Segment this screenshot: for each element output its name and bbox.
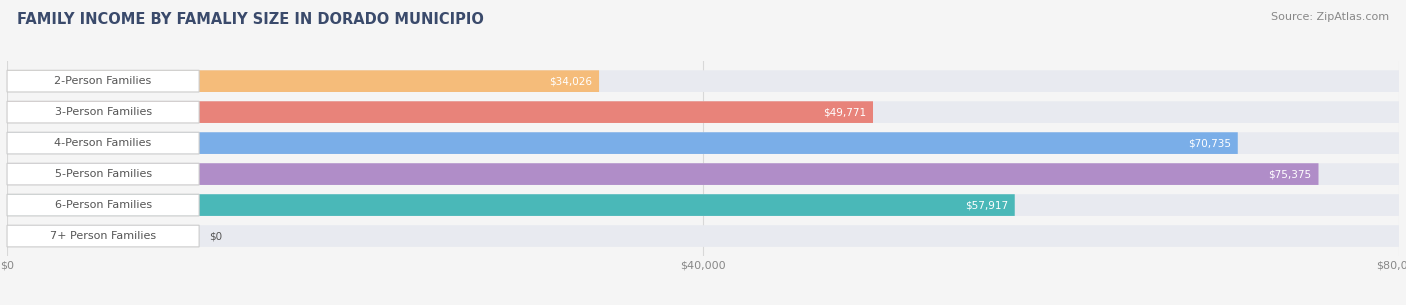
FancyBboxPatch shape	[7, 163, 1319, 185]
Text: Source: ZipAtlas.com: Source: ZipAtlas.com	[1271, 12, 1389, 22]
FancyBboxPatch shape	[7, 194, 1015, 216]
FancyBboxPatch shape	[7, 163, 200, 185]
Text: FAMILY INCOME BY FAMALIY SIZE IN DORADO MUNICIPIO: FAMILY INCOME BY FAMALIY SIZE IN DORADO …	[17, 12, 484, 27]
Text: 6-Person Families: 6-Person Families	[55, 200, 152, 210]
FancyBboxPatch shape	[7, 101, 873, 123]
FancyBboxPatch shape	[7, 70, 599, 92]
FancyBboxPatch shape	[7, 101, 200, 123]
Text: 7+ Person Families: 7+ Person Families	[51, 231, 156, 241]
Text: 3-Person Families: 3-Person Families	[55, 107, 152, 117]
Text: 5-Person Families: 5-Person Families	[55, 169, 152, 179]
Text: $49,771: $49,771	[823, 107, 866, 117]
Text: $75,375: $75,375	[1268, 169, 1312, 179]
Text: 4-Person Families: 4-Person Families	[55, 138, 152, 148]
FancyBboxPatch shape	[7, 101, 1399, 123]
Text: $0: $0	[209, 231, 222, 241]
FancyBboxPatch shape	[7, 70, 200, 92]
Text: $34,026: $34,026	[550, 76, 592, 86]
FancyBboxPatch shape	[7, 70, 1399, 92]
FancyBboxPatch shape	[7, 194, 200, 216]
Text: $70,735: $70,735	[1188, 138, 1230, 148]
FancyBboxPatch shape	[7, 225, 1399, 247]
FancyBboxPatch shape	[7, 163, 1399, 185]
FancyBboxPatch shape	[7, 132, 1237, 154]
FancyBboxPatch shape	[7, 132, 200, 154]
Text: 2-Person Families: 2-Person Families	[55, 76, 152, 86]
Text: $57,917: $57,917	[965, 200, 1008, 210]
FancyBboxPatch shape	[7, 194, 1399, 216]
FancyBboxPatch shape	[7, 225, 200, 247]
FancyBboxPatch shape	[7, 132, 1399, 154]
